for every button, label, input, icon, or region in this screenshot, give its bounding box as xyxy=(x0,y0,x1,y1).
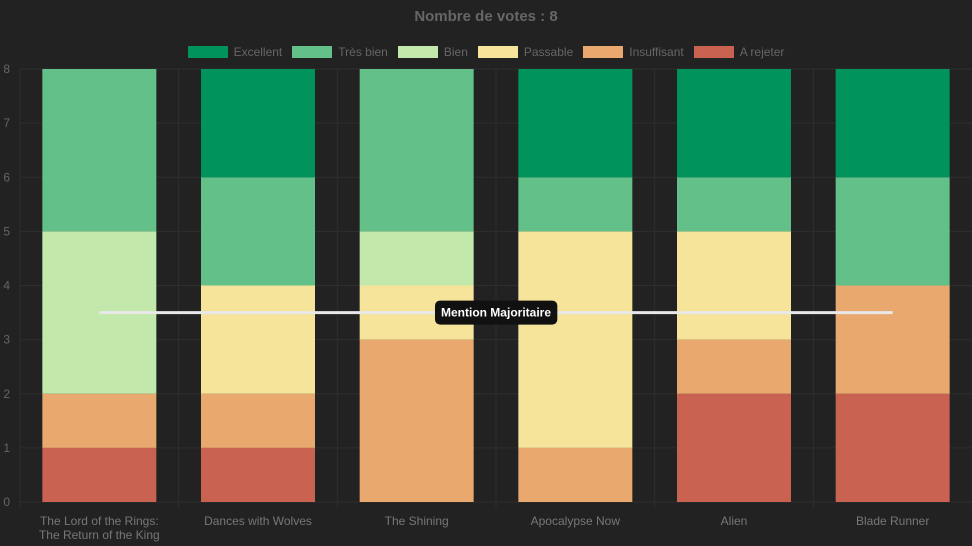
legend-item-excellent[interactable]: Excellent xyxy=(187,45,283,59)
y-tick-label: 5 xyxy=(3,224,10,238)
bar-segment-tres-bien[interactable] xyxy=(835,177,950,286)
legend-swatch xyxy=(397,46,438,58)
mention-majoritaire-label: Mention Majoritaire xyxy=(434,300,558,325)
y-tick-label: 1 xyxy=(3,441,10,455)
x-tick-label: The Lord of the Rings: xyxy=(40,514,159,528)
legend-label: Insuffisant xyxy=(629,45,684,59)
bar-segment-insuffisant[interactable] xyxy=(677,339,791,394)
legend: Excellent Très bien Bien Passable Insuffisan… xyxy=(0,45,972,59)
bar-segment-passable[interactable] xyxy=(518,231,633,448)
legend-swatch xyxy=(693,46,734,58)
bar-segment-a-rejeter[interactable] xyxy=(677,393,791,502)
legend-swatch xyxy=(292,46,333,58)
bar-segment-tres-bien[interactable] xyxy=(518,177,633,232)
chart-title: Nombre de votes : 8 xyxy=(414,8,558,25)
bar-segment-a-rejeter[interactable] xyxy=(201,447,315,502)
x-tick-label: Alien xyxy=(721,514,748,528)
y-tick-label: 8 xyxy=(3,62,10,76)
bar-segment-tres-bien[interactable] xyxy=(359,69,474,232)
legend-label: A rejeter xyxy=(739,45,785,59)
bar-segment-tres-bien[interactable] xyxy=(42,69,157,232)
y-tick-label: 3 xyxy=(3,333,10,347)
legend-item-tres-bien[interactable]: Très bien xyxy=(292,45,388,59)
bar-segment-a-rejeter[interactable] xyxy=(42,447,157,502)
bar-segment-excellent[interactable] xyxy=(518,69,633,178)
bar-segment-excellent[interactable] xyxy=(835,69,950,178)
legend-item-bien[interactable]: Bien xyxy=(397,45,468,59)
legend-swatch xyxy=(187,46,228,58)
bar-segment-tres-bien[interactable] xyxy=(201,177,315,286)
x-tick-label: The Shining xyxy=(385,514,449,528)
bar-segment-bien[interactable] xyxy=(359,231,474,286)
y-tick-label: 4 xyxy=(3,279,10,293)
mention-majoritaire-text: Mention Majoritaire xyxy=(441,306,551,320)
legend-item-passable[interactable]: Passable xyxy=(477,45,574,59)
x-tick-label: Dances with Wolves xyxy=(204,514,312,528)
legend-label: Très bien xyxy=(338,45,388,59)
y-tick-label: 7 xyxy=(3,116,10,130)
legend-swatch xyxy=(477,46,518,58)
legend-label: Passable xyxy=(523,45,574,59)
bar-segment-tres-bien[interactable] xyxy=(677,177,791,232)
bar-segment-a-rejeter[interactable] xyxy=(835,393,950,502)
legend-item-a-rejeter[interactable]: A rejeter xyxy=(693,45,785,59)
x-tick-label: The Return of the King xyxy=(39,528,160,542)
y-tick-label: 2 xyxy=(3,387,10,401)
legend-swatch xyxy=(583,46,624,58)
legend-label: Excellent xyxy=(233,45,283,59)
y-tick-label: 6 xyxy=(3,170,10,184)
x-tick-label: Blade Runner xyxy=(856,514,929,528)
bar-segment-insuffisant[interactable] xyxy=(359,339,474,502)
mention-majoritaire-box xyxy=(434,300,558,325)
x-tick-label: Apocalypse Now xyxy=(531,514,621,528)
bar-segment-insuffisant[interactable] xyxy=(835,285,950,394)
bar-segment-insuffisant[interactable] xyxy=(201,393,315,448)
bar-segment-insuffisant[interactable] xyxy=(518,447,633,502)
bar-segment-passable[interactable] xyxy=(677,231,791,340)
legend-label: Bien xyxy=(443,45,468,59)
y-tick-label: 0 xyxy=(3,495,10,509)
bar-segment-excellent[interactable] xyxy=(677,69,791,178)
legend-item-insuffisant[interactable]: Insuffisant xyxy=(583,45,684,59)
bar-segment-insuffisant[interactable] xyxy=(42,393,157,448)
bar-segment-passable[interactable] xyxy=(201,285,315,394)
bar-segment-excellent[interactable] xyxy=(201,69,315,178)
